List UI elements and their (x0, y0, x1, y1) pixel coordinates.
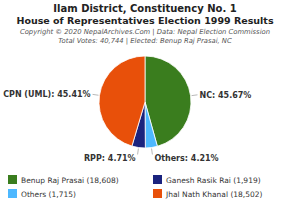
leader-line (192, 94, 198, 96)
slice (99, 56, 145, 146)
annotation: Copyright © 2020 NepalArchives.Com | Dat… (20, 28, 270, 36)
data-label: CPN (UML): 45.41% (3, 90, 90, 99)
legend-label: Benup Raj Prasai (18,608) (21, 176, 119, 185)
annotation: Total Votes: 40,744 | Elected: Benup Raj… (58, 37, 232, 45)
data-label: RPP: 4.71% (84, 154, 136, 163)
data-label: NC: 45.67% (200, 91, 252, 100)
data-labels: NC: 45.67% Others: 4.21% RPP: 4.71% CPN (UM… (3, 90, 251, 163)
legend-label: Jhal Nath Khanal (18,502) (165, 190, 263, 199)
leader-line (93, 94, 99, 96)
pie (99, 56, 191, 148)
subtitle: House of Representatives Election 1999 R… (16, 15, 273, 26)
slice (145, 102, 157, 148)
chart: Ilam District, Constituency No. 1House o… (0, 0, 290, 218)
legend: Benup Raj Prasai (18,608) Others (1,715) G… (8, 175, 263, 199)
leader-line (137, 149, 139, 155)
legend-swatch (8, 175, 17, 184)
legend-label: Others (1,715) (21, 190, 76, 199)
legend-label: Ganesh Rasik Rai (1,919) (166, 176, 261, 185)
data-label: Others: 4.21% (154, 154, 218, 163)
title: Ilam District, Constituency No. 1 (53, 3, 236, 14)
legend-swatch (8, 189, 17, 198)
legend-swatch (153, 175, 162, 184)
legend-swatch (153, 189, 162, 198)
leader-line (151, 149, 153, 155)
